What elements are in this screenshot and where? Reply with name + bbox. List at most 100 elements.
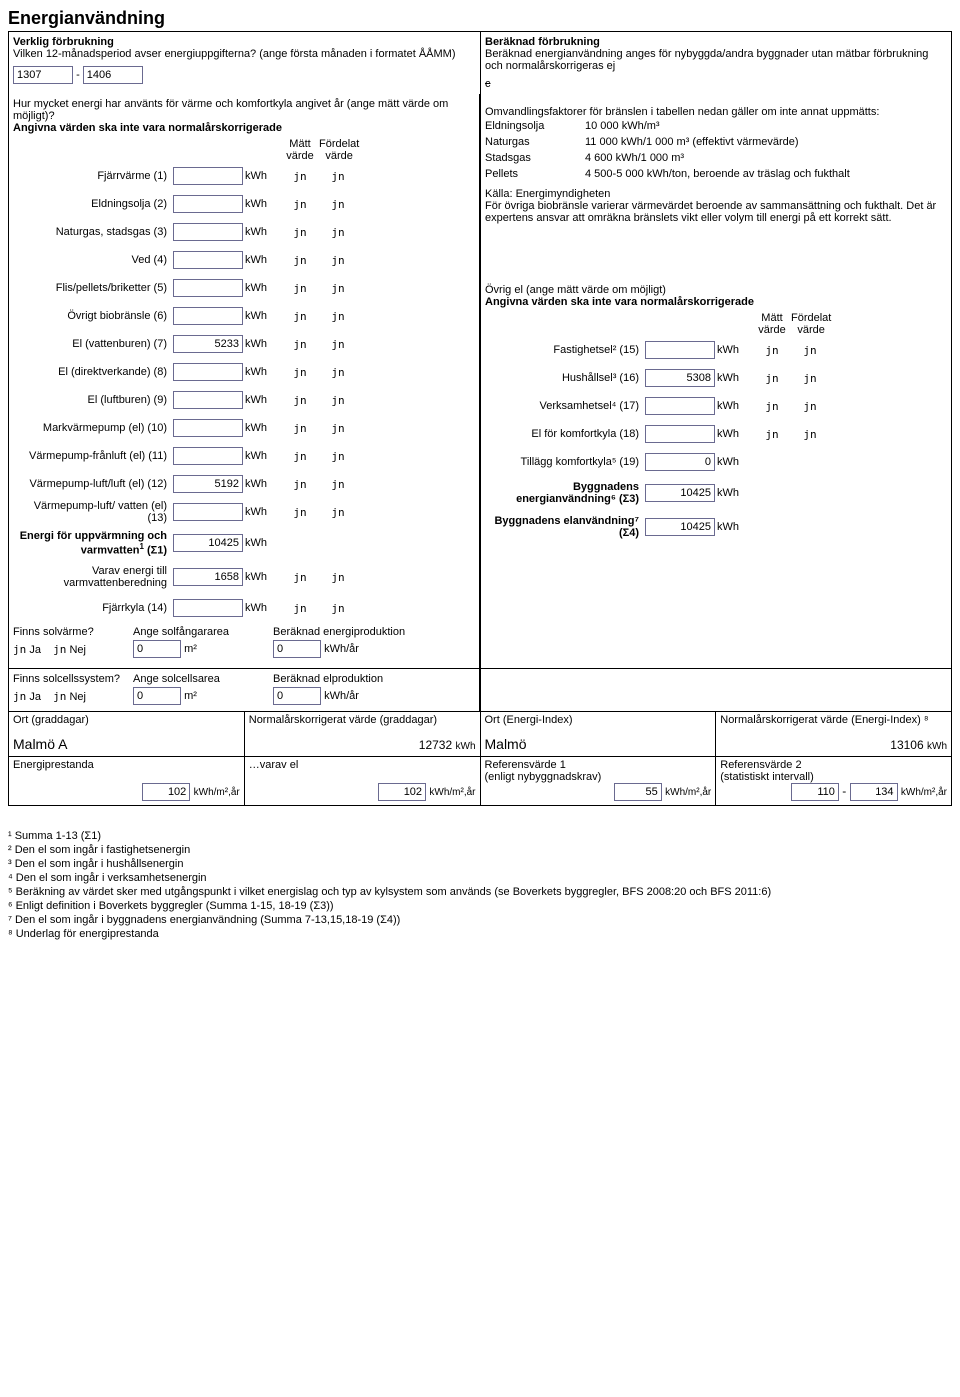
solar2-nej-radio[interactable]: jn bbox=[53, 690, 66, 703]
matt-radio[interactable]: jn bbox=[281, 366, 319, 379]
fjarrkyla-ford-radio[interactable]: jn bbox=[319, 602, 357, 615]
matt-radio[interactable]: jn bbox=[281, 198, 319, 211]
ovrig-row: Fastighetsel² (15)kWhjnjn bbox=[485, 336, 947, 364]
fordelat-radio[interactable]: jn bbox=[319, 394, 357, 407]
solar2-prod-input[interactable]: 0 bbox=[273, 687, 321, 705]
ort-c3-label: Ort (Energi-Index) bbox=[485, 714, 712, 726]
energy-label: El (vattenburen) (7) bbox=[13, 338, 173, 350]
footnote: ² Den el som ingår i fastighetsenergin bbox=[8, 844, 952, 856]
matt-radio[interactable]: jn bbox=[281, 310, 319, 323]
ovrig-value-input[interactable]: 5308 bbox=[645, 369, 715, 387]
solar1-nej-radio[interactable]: jn bbox=[53, 643, 66, 656]
energy-value-input[interactable] bbox=[173, 391, 243, 409]
fordelat-radio[interactable]: jn bbox=[319, 226, 357, 239]
energy-value-input[interactable] bbox=[173, 279, 243, 297]
ovrig-ford-radio[interactable]: jn bbox=[791, 428, 829, 441]
ovrig-value-input[interactable] bbox=[645, 341, 715, 359]
ovrig-ford-radio[interactable]: jn bbox=[791, 372, 829, 385]
conv-key: Eldningsolja bbox=[485, 120, 585, 132]
ovrig-row: El för komfortkyla (18)kWhjnjn bbox=[485, 420, 947, 448]
energy-value-input[interactable] bbox=[173, 503, 243, 521]
fjarrkyla-value[interactable] bbox=[173, 599, 243, 617]
solar2-area-input[interactable]: 0 bbox=[133, 687, 181, 705]
varav-matt-radio[interactable]: jn bbox=[281, 571, 319, 584]
energy-value-input[interactable] bbox=[173, 363, 243, 381]
energy-value-input[interactable] bbox=[173, 195, 243, 213]
fordelat-radio[interactable]: jn bbox=[319, 506, 357, 519]
energy-value-input[interactable] bbox=[173, 307, 243, 325]
matt-radio[interactable]: jn bbox=[281, 282, 319, 295]
fordelat-radio[interactable]: jn bbox=[319, 338, 357, 351]
fjarrkyla-matt-radio[interactable]: jn bbox=[281, 602, 319, 615]
energy-value-input[interactable] bbox=[173, 167, 243, 185]
ovrig-matt-radio[interactable]: jn bbox=[753, 372, 791, 385]
energy-value-input[interactable]: 5192 bbox=[173, 475, 243, 493]
ort-c4-unit: kWh bbox=[927, 741, 947, 752]
left-sub2: Vilken 12-månadsperiod avser energiuppgi… bbox=[13, 48, 476, 60]
ovrig-ford-radio[interactable]: jn bbox=[791, 400, 829, 413]
solar1-prod-unit: kWh/år bbox=[324, 643, 359, 655]
energy-unit: kWh bbox=[243, 198, 281, 210]
matt-radio[interactable]: jn bbox=[281, 422, 319, 435]
energy-value-input[interactable] bbox=[173, 447, 243, 465]
ovrig-matt-radio[interactable]: jn bbox=[753, 344, 791, 357]
right-sub2: Beräknad energianvändning anges för nyby… bbox=[485, 48, 947, 72]
ovrig-unit: kWh bbox=[715, 372, 753, 384]
varav-value[interactable]: 1658 bbox=[173, 568, 243, 586]
matt-radio[interactable]: jn bbox=[281, 394, 319, 407]
energy-label: Naturgas, stadsgas (3) bbox=[13, 226, 173, 238]
fordelat-radio[interactable]: jn bbox=[319, 254, 357, 267]
solar1-nej-label: Nej bbox=[69, 644, 86, 656]
fordelat-radio[interactable]: jn bbox=[319, 310, 357, 323]
matt-radio[interactable]: jn bbox=[281, 338, 319, 351]
perf-c2-val: 102 bbox=[378, 783, 426, 801]
energy-unit: kWh bbox=[243, 338, 281, 350]
matt-radio[interactable]: jn bbox=[281, 226, 319, 239]
energy-value-input[interactable] bbox=[173, 223, 243, 241]
footnote: ³ Den el som ingår i hushållsenergin bbox=[8, 858, 952, 870]
fordelat-radio[interactable]: jn bbox=[319, 282, 357, 295]
conv-val: 4 500-5 000 kWh/ton, beroende av träslag… bbox=[585, 168, 947, 180]
energy-row: Värmepump-luft/luft (el) (12)5192kWhjnjn bbox=[13, 470, 475, 498]
solar2-ja-radio[interactable]: jn bbox=[13, 690, 26, 703]
fordelat-radio[interactable]: jn bbox=[319, 170, 357, 183]
energy-row: Övrigt biobränsle (6)kWhjnjn bbox=[13, 302, 475, 330]
energy-value-input[interactable]: 5233 bbox=[173, 335, 243, 353]
matt-radio[interactable]: jn bbox=[281, 506, 319, 519]
ovrig-matt-radio[interactable]: jn bbox=[753, 428, 791, 441]
energy-value-input[interactable] bbox=[173, 419, 243, 437]
energy-label: Fjärrvärme (1) bbox=[13, 170, 173, 182]
matt-radio[interactable]: jn bbox=[281, 478, 319, 491]
energy-value-input[interactable] bbox=[173, 251, 243, 269]
solar-q2: Finns solcellssystem? bbox=[13, 673, 133, 685]
ovrig-unit: kWh bbox=[715, 428, 753, 440]
fordelat-radio[interactable]: jn bbox=[319, 366, 357, 379]
period-from-input[interactable]: 1307 bbox=[13, 66, 73, 84]
solar1-prod-input[interactable]: 0 bbox=[273, 640, 321, 658]
ovrig-value-input[interactable] bbox=[645, 397, 715, 415]
matt-radio[interactable]: jn bbox=[281, 254, 319, 267]
conv-val: 4 600 kWh/1 000 m³ bbox=[585, 152, 947, 164]
fordelat-radio[interactable]: jn bbox=[319, 478, 357, 491]
fordelat-radio[interactable]: jn bbox=[319, 198, 357, 211]
energy-unit: kWh bbox=[243, 422, 281, 434]
period-sep: - bbox=[76, 69, 80, 81]
energy-label: Övrigt biobränsle (6) bbox=[13, 310, 173, 322]
period-to-input[interactable]: 1406 bbox=[83, 66, 143, 84]
fordelat-radio[interactable]: jn bbox=[319, 422, 357, 435]
energy-label: El (luftburen) (9) bbox=[13, 394, 173, 406]
perf-c1-unit: kWh/m²,år bbox=[194, 787, 240, 798]
ort-c3-val: Malmö bbox=[485, 736, 712, 752]
solar1-area-input[interactable]: 0 bbox=[133, 640, 181, 658]
ovrig-value-input[interactable] bbox=[645, 425, 715, 443]
solar1-ja-radio[interactable]: jn bbox=[13, 643, 26, 656]
varav-ford-radio[interactable]: jn bbox=[319, 571, 357, 584]
perf-c1-val: 102 bbox=[142, 783, 190, 801]
solar2-nej-label: Nej bbox=[69, 691, 86, 703]
ovrig-ford-radio[interactable]: jn bbox=[791, 344, 829, 357]
energy-label: Värmepump-luft/ vatten (el) (13) bbox=[13, 500, 173, 524]
ovrig-matt-radio[interactable]: jn bbox=[753, 400, 791, 413]
matt-radio[interactable]: jn bbox=[281, 170, 319, 183]
fordelat-radio[interactable]: jn bbox=[319, 450, 357, 463]
matt-radio[interactable]: jn bbox=[281, 450, 319, 463]
